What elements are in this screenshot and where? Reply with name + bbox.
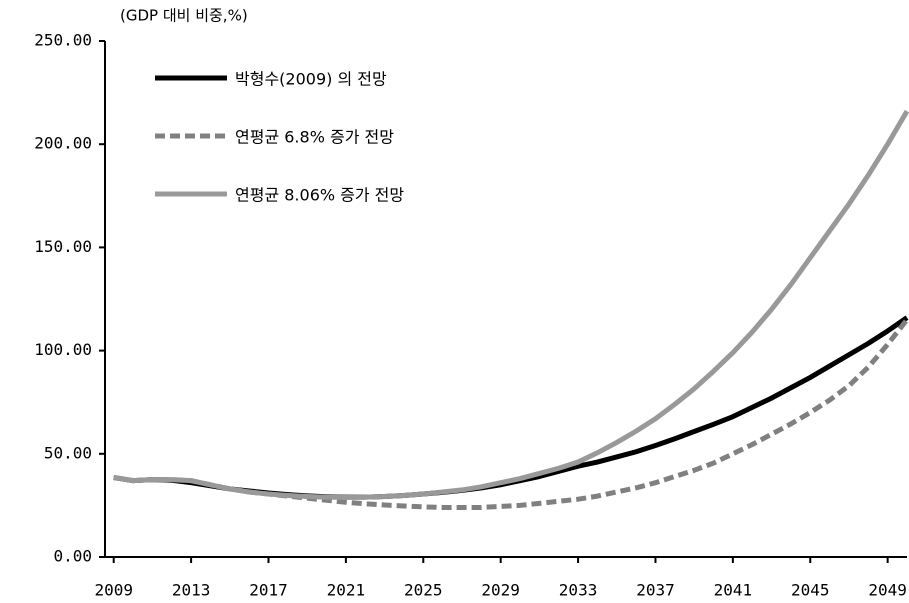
x-tick-label: 2045 bbox=[791, 581, 830, 600]
y-tick-label: 0.00 bbox=[53, 547, 92, 566]
series-line bbox=[113, 318, 909, 510]
y-tick-label: 100.00 bbox=[34, 340, 92, 359]
y-tick-label: 150.00 bbox=[34, 237, 92, 256]
y-tick-label: 200.00 bbox=[34, 134, 92, 153]
y-axis-label: (GDP 대비 비중,%) bbox=[120, 7, 248, 25]
legend-label: 박형수(2009) 의 전망 bbox=[235, 70, 387, 89]
legend-label: 연평균 8.06% 증가 전망 bbox=[235, 186, 404, 205]
x-tick-label: 2029 bbox=[481, 581, 520, 600]
x-tick-label: 2041 bbox=[714, 581, 753, 600]
x-tick-label: 2037 bbox=[636, 581, 675, 600]
x-tick-label: 2033 bbox=[559, 581, 598, 600]
x-tick-label: 2049 bbox=[868, 581, 907, 600]
legend-label: 연평균 6.8% 증가 전망 bbox=[235, 128, 394, 147]
x-tick-label: 2017 bbox=[249, 581, 288, 600]
series-line bbox=[113, 109, 909, 500]
x-tick-label: 2025 bbox=[404, 581, 443, 600]
y-tick-label: 50.00 bbox=[44, 443, 92, 462]
x-tick-label: 2009 bbox=[94, 581, 133, 600]
y-tick-label: 250.00 bbox=[34, 31, 92, 50]
series-line bbox=[113, 315, 909, 500]
x-tick-label: 2021 bbox=[327, 581, 366, 600]
x-tick-label: 2013 bbox=[172, 581, 211, 600]
